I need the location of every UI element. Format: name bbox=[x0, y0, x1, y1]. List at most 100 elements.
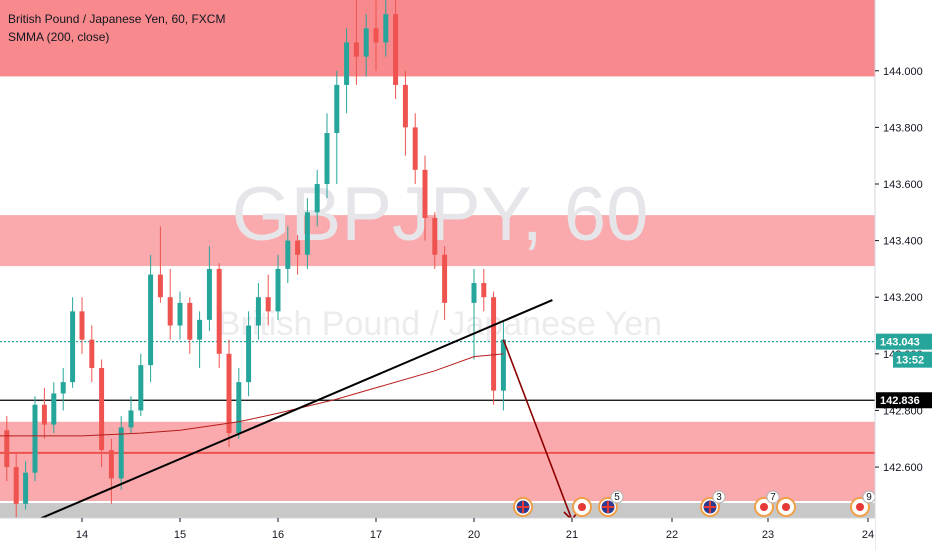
candle-30 bbox=[265, 274, 271, 326]
chart-legend: British Pound / Japanese Yen, 60, FXCM S… bbox=[8, 10, 225, 46]
candle-47 bbox=[432, 212, 438, 269]
candle-52 bbox=[500, 319, 506, 411]
candle-body bbox=[4, 430, 10, 468]
candle-29 bbox=[255, 283, 261, 340]
candle-10 bbox=[70, 297, 76, 388]
time-tick-label-4: 17 bbox=[370, 529, 382, 541]
time-tick-label-5: 20 bbox=[468, 529, 480, 541]
events-layer: 5 3 7 9 bbox=[513, 490, 876, 517]
watermark-description: British Pound / Japanese Yen bbox=[218, 305, 662, 343]
candle-4 bbox=[13, 452, 19, 518]
candle-body bbox=[99, 367, 105, 451]
candle-28 bbox=[246, 311, 252, 397]
candle-body bbox=[167, 297, 173, 326]
current-price-tag bbox=[876, 333, 932, 350]
candle-body bbox=[51, 393, 57, 425]
economic-event-2 bbox=[572, 497, 592, 517]
candle-37 bbox=[334, 70, 340, 184]
candle-body bbox=[216, 268, 222, 354]
smma-line bbox=[0, 353, 504, 437]
tags-layer: 143.043 13:52 142.836 bbox=[876, 333, 932, 409]
japan-flag-dot bbox=[578, 503, 586, 511]
candle-body bbox=[481, 283, 487, 298]
candle-body bbox=[265, 297, 271, 312]
candle-body bbox=[197, 319, 203, 340]
event-count-badge: 7 bbox=[770, 492, 776, 503]
time-tick-label-6: 21 bbox=[566, 529, 578, 541]
candle-body bbox=[128, 410, 134, 428]
candle-body bbox=[285, 240, 291, 269]
candle-body bbox=[275, 268, 281, 312]
candle-body bbox=[500, 339, 506, 391]
candle-body bbox=[89, 339, 95, 368]
candle-6 bbox=[32, 396, 38, 482]
candle-body bbox=[353, 42, 359, 57]
time-tick-label-3: 16 bbox=[272, 529, 284, 541]
candle-34 bbox=[304, 198, 310, 269]
level-price-text: 142.836 bbox=[880, 395, 920, 407]
symbol-title: British Pound / Japanese Yen, 60, FXCM bbox=[8, 12, 226, 26]
supply-demand-zone-3 bbox=[0, 421, 875, 451]
candle-21 bbox=[177, 291, 183, 340]
candle-49 bbox=[471, 268, 477, 360]
time-tick-label-8: 23 bbox=[762, 529, 774, 541]
levels-layer bbox=[0, 341, 875, 454]
candle-body bbox=[13, 467, 19, 504]
candle-25 bbox=[216, 263, 222, 368]
indicator-title: SMMA (200, close) bbox=[8, 30, 110, 44]
price-tick-label-1: 142.600 bbox=[883, 462, 923, 474]
candle-24 bbox=[206, 246, 212, 332]
candle-15 bbox=[118, 416, 124, 490]
candle-body bbox=[432, 217, 438, 255]
event-count-badge: 3 bbox=[716, 492, 722, 503]
bottom-band bbox=[0, 503, 875, 518]
candle-40 bbox=[363, 14, 369, 77]
price-tick-label-6: 143.600 bbox=[883, 179, 923, 191]
watermark: GBPJPY, 60 British Pound / Japanese Yen bbox=[218, 172, 662, 343]
candle-body bbox=[206, 268, 212, 320]
event-count-circle bbox=[766, 490, 780, 504]
candle-body bbox=[412, 127, 418, 170]
candle-31 bbox=[275, 254, 281, 320]
candle-body bbox=[148, 274, 154, 366]
candle-48 bbox=[442, 246, 448, 320]
candle-body bbox=[60, 382, 66, 394]
candle-body bbox=[442, 254, 448, 303]
watermark-symbol: GBPJPY, 60 bbox=[232, 172, 649, 257]
candle-3 bbox=[4, 416, 10, 482]
candle-body bbox=[334, 84, 340, 134]
candle-8 bbox=[51, 382, 57, 434]
candle-46 bbox=[422, 155, 428, 241]
candle-body bbox=[246, 325, 252, 383]
japan-flag-dot bbox=[760, 503, 768, 511]
time-tick-label-7: 22 bbox=[666, 529, 678, 541]
time-tick-label-2: 15 bbox=[174, 529, 186, 541]
supply-demand-zone-1 bbox=[0, 0, 875, 77]
candle-body bbox=[393, 14, 399, 85]
candle-body bbox=[236, 382, 242, 434]
candle-body bbox=[177, 302, 183, 326]
candles-layer bbox=[4, 0, 506, 518]
candle-body bbox=[118, 427, 124, 479]
event-count-circle bbox=[712, 490, 726, 504]
price-tick-label-2: 142.800 bbox=[883, 405, 923, 417]
candle-body bbox=[314, 183, 320, 213]
event-count-badge: 5 bbox=[614, 492, 620, 503]
japan-flag-dot bbox=[782, 503, 790, 511]
candle-33 bbox=[295, 234, 301, 275]
candle-body bbox=[295, 240, 301, 255]
candle-body bbox=[255, 297, 261, 326]
candle-23 bbox=[197, 311, 203, 368]
candle-44 bbox=[402, 70, 408, 156]
candle-22 bbox=[187, 297, 193, 354]
countdown-text: 13:52 bbox=[896, 355, 924, 367]
candle-14 bbox=[108, 438, 114, 504]
candle-body bbox=[383, 14, 389, 43]
candle-body bbox=[41, 404, 47, 425]
candle-20 bbox=[167, 268, 173, 340]
candle-body bbox=[157, 274, 163, 298]
candle-16 bbox=[128, 396, 134, 434]
economic-event-4: 3 bbox=[700, 490, 726, 517]
